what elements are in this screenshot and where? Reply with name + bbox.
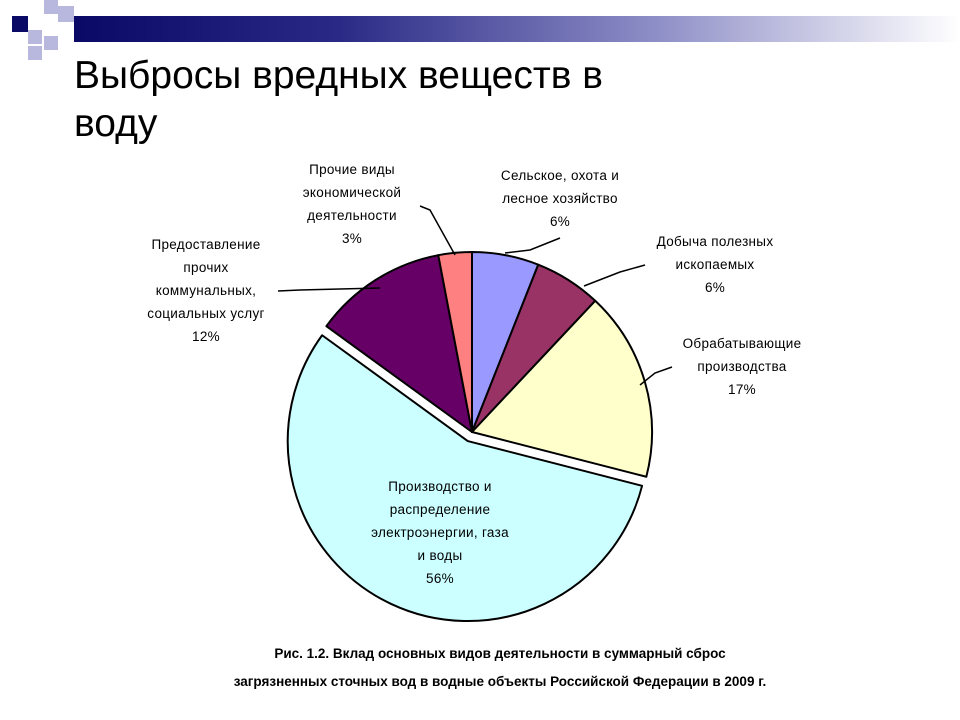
slice-label-line: распределение (389, 502, 491, 517)
slice-label-1: Сельское, охота и лесное хозяйство 6% (480, 164, 640, 233)
slice-percent: 17% (728, 382, 756, 397)
leader-line-2 (583, 264, 646, 287)
pie-slice-4 (286, 334, 644, 623)
deco-square (12, 16, 28, 32)
deco-square (44, 0, 58, 14)
slice-label-line: Прочие виды (309, 162, 395, 177)
header-gradient-bar (74, 16, 960, 42)
caption-line-2: загрязненных сточных вод в водные объект… (233, 674, 767, 689)
pie-slice-6 (437, 251, 473, 433)
slice-label-4: Производство и распределение электроэнерги… (345, 475, 535, 590)
slice-label-line: ископаемых (675, 257, 755, 272)
leader-line-3 (639, 366, 673, 386)
slice-label-line: электроэнергии, газа (371, 525, 509, 540)
leader-line-6 (419, 205, 456, 256)
slice-label-line: производства (697, 359, 787, 374)
slice-label-line: Обрабатывающие (682, 336, 802, 351)
slice-label-line: Предоставление (151, 237, 261, 252)
caption-line-1: Рис. 1.2. Вклад основных видов деятельно… (274, 646, 726, 661)
deco-square (58, 6, 74, 22)
slice-label-line: Добыча полезных (656, 234, 774, 249)
slice-label-line: Производство и (388, 479, 492, 494)
deco-square (28, 46, 42, 60)
leader-line-5 (277, 287, 381, 292)
page-title: Выбросы вредных веществ в воду (74, 54, 603, 145)
slice-label-line: лесное хозяйство (502, 191, 618, 206)
slice-label-3: Обрабатывающие производства 17% (657, 332, 827, 401)
slice-label-line: социальных услуг (147, 306, 265, 321)
slice-percent: 56% (426, 571, 454, 586)
slice-label-line: экономической (302, 185, 402, 200)
slice-label-2: Добыча полезных ископаемых 6% (635, 230, 795, 299)
slice-label-5: Предоставление прочих коммунальных, социаль… (126, 233, 286, 348)
slice-percent: 6% (704, 280, 726, 295)
slice-label-line: Сельское, охота и (500, 168, 620, 183)
slice-label-line: коммунальных, (155, 283, 257, 298)
slice-percent: 12% (192, 329, 220, 344)
slice-percent: 6% (549, 214, 571, 229)
figure-caption: Рис. 1.2. Вклад основных видов деятельно… (120, 640, 880, 696)
slice-label-line: и воды (417, 548, 463, 563)
pie-slice-5 (325, 254, 473, 433)
deco-square (44, 36, 58, 50)
slice-label-line: деятельности (307, 208, 397, 223)
slice-percent: 3% (341, 231, 363, 246)
deco-square (28, 30, 42, 44)
leader-line-1 (504, 237, 561, 254)
slice-label-6: Прочие виды экономической деятельности 3% (282, 158, 422, 250)
slice-label-line: прочих (183, 260, 229, 275)
